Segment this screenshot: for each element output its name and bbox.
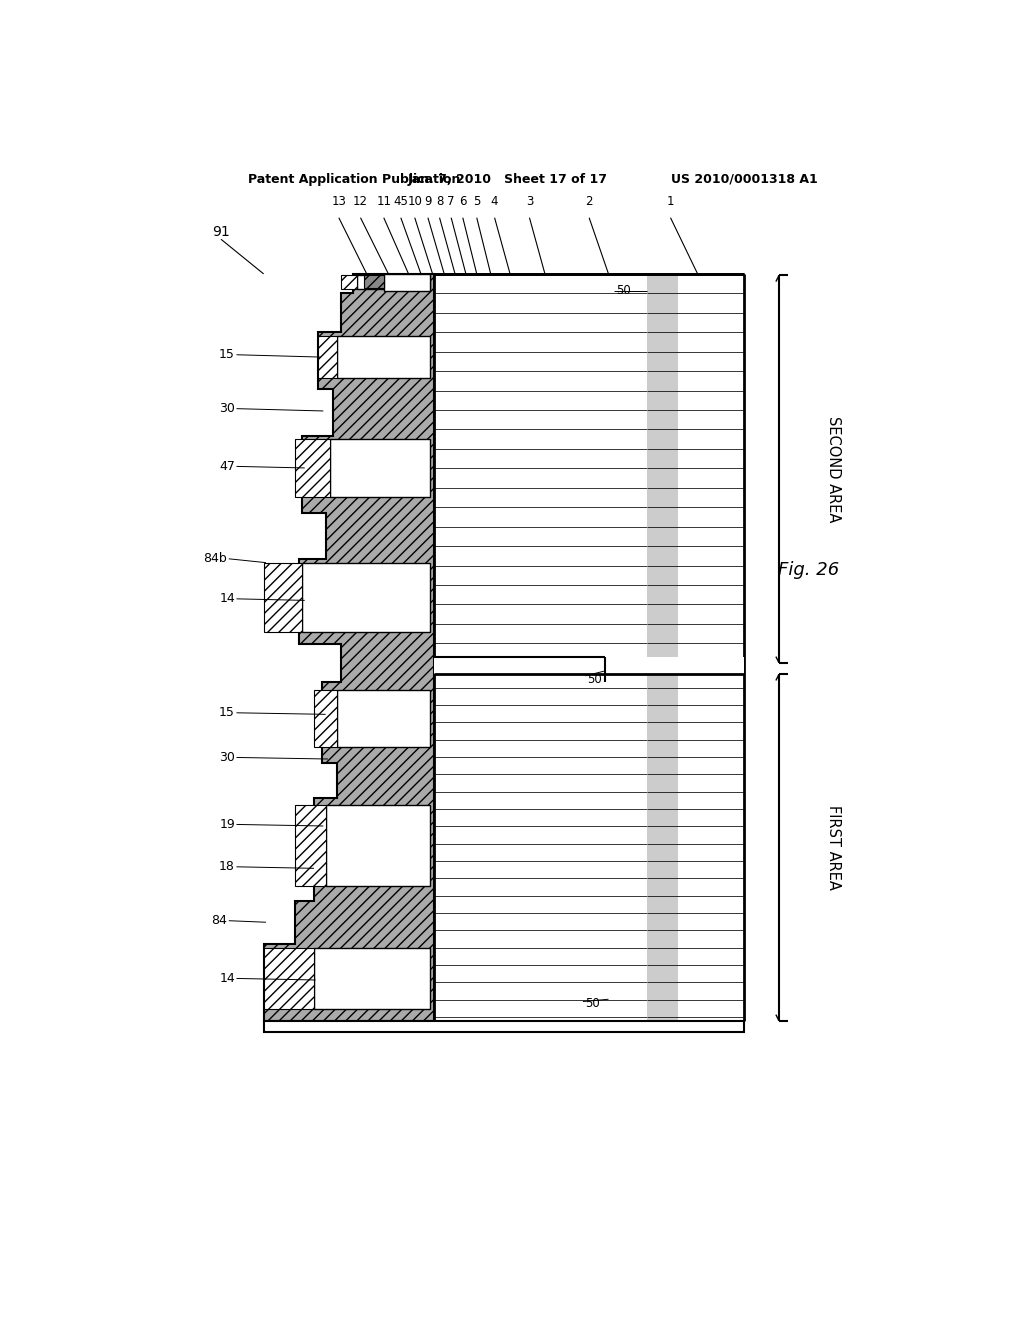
Text: 30: 30 [219,403,234,416]
Bar [314,948,430,1010]
Text: SECOND AREA: SECOND AREA [825,416,841,523]
Text: 18: 18 [219,861,234,874]
Text: 13: 13 [332,195,346,209]
Text: Fig. 26: Fig. 26 [778,561,839,579]
Text: 84b: 84b [204,552,227,565]
Text: 11: 11 [376,195,391,209]
Text: 12: 12 [353,195,368,209]
Text: 15: 15 [219,706,234,719]
Text: 8: 8 [436,195,443,209]
Bar [314,689,337,747]
Bar [295,805,326,886]
Text: 6: 6 [459,195,467,209]
Text: 5: 5 [473,195,480,209]
Bar [295,440,330,498]
Bar [263,562,302,632]
Bar [263,1020,744,1032]
Bar [326,805,430,886]
Text: 50: 50 [588,673,602,686]
Bar [341,276,356,289]
Bar [330,440,430,498]
Text: 2: 2 [586,195,593,209]
Text: 50: 50 [586,998,600,1010]
Text: 47: 47 [219,459,234,473]
Bar [337,689,430,747]
Text: 15: 15 [219,348,234,362]
Bar [317,335,337,378]
Text: 7: 7 [447,195,455,209]
Text: 30: 30 [219,751,234,764]
Bar [356,276,430,289]
Bar [434,657,744,675]
Bar [263,948,314,1010]
Text: FIRST AREA: FIRST AREA [825,805,841,890]
Bar [647,275,678,1020]
Text: US 2010/0001318 A1: US 2010/0001318 A1 [671,173,818,186]
Text: Jan. 7, 2010   Sheet 17 of 17: Jan. 7, 2010 Sheet 17 of 17 [408,173,608,186]
Bar [365,276,384,288]
Bar [384,275,430,290]
Text: 3: 3 [525,195,534,209]
Text: 91: 91 [212,224,229,239]
Polygon shape [263,275,434,1020]
Bar [302,562,430,632]
Text: 50: 50 [616,284,631,297]
Text: 10: 10 [408,195,422,209]
Text: Patent Application Publication: Patent Application Publication [248,173,461,186]
Text: 14: 14 [219,593,234,606]
Text: 9: 9 [424,195,432,209]
Text: 84: 84 [211,915,227,927]
Text: 1: 1 [667,195,674,209]
Text: 14: 14 [219,972,234,985]
Text: 19: 19 [219,818,234,832]
Text: 45: 45 [393,195,409,209]
Text: 4: 4 [490,195,499,209]
Bar [337,335,430,378]
